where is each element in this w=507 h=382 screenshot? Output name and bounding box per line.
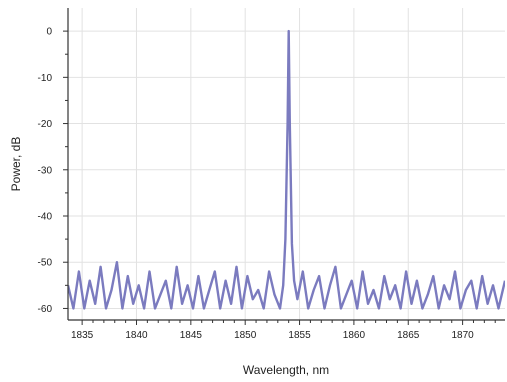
- y-axis-title: Power, dB: [9, 137, 23, 192]
- y-tick-label: -40: [38, 212, 53, 223]
- x-tick-label: 1840: [125, 330, 148, 341]
- x-axis-title: Wavelength, nm: [243, 363, 329, 377]
- x-tick-label: 1870: [451, 330, 474, 341]
- x-tick-label: 1835: [71, 330, 94, 341]
- x-tick-label: 1855: [288, 330, 311, 341]
- y-tick-label: 0: [46, 27, 52, 38]
- x-tick-label: 1850: [234, 330, 257, 341]
- y-tick-label: -50: [38, 258, 53, 269]
- y-tick-label: -10: [38, 73, 53, 84]
- y-tick-label: -60: [38, 304, 53, 315]
- y-tick-labels: 0 -10 -20 -30 -40 -50 -60: [38, 27, 53, 315]
- y-tick-label: -30: [38, 165, 53, 176]
- series-line: [68, 29, 505, 310]
- x-tick-labels: 1835 1840 1845 1850 1855 1860 1865 1870: [71, 330, 474, 341]
- series-group: [68, 29, 505, 310]
- y-tick-label: -20: [38, 119, 53, 130]
- x-tick-label: 1865: [397, 330, 420, 341]
- axes: [63, 8, 505, 325]
- x-tick-label: 1860: [343, 330, 366, 341]
- x-tick-label: 1845: [180, 330, 203, 341]
